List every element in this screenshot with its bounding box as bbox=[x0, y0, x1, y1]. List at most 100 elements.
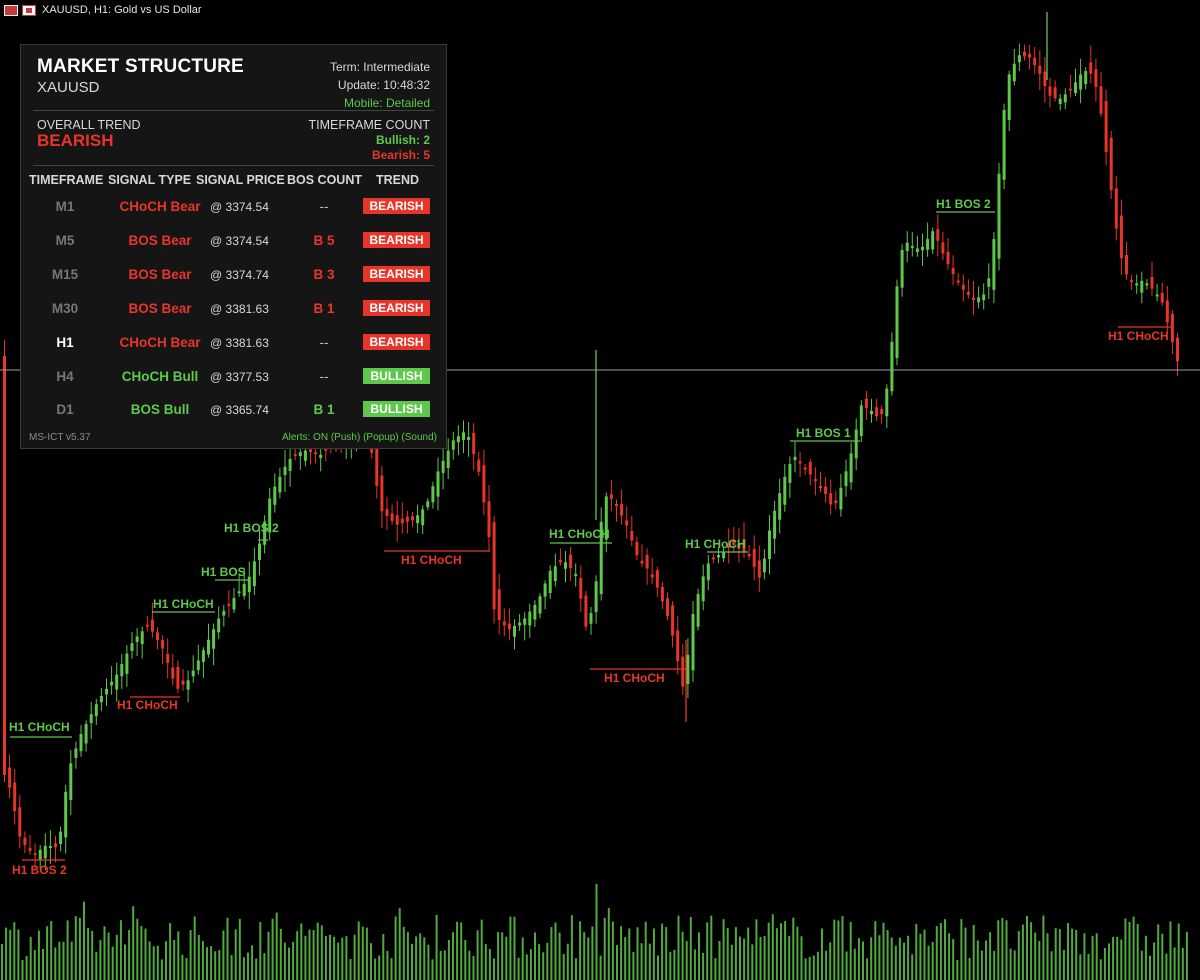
candle-body bbox=[431, 486, 435, 503]
candle-body bbox=[222, 610, 226, 616]
candle-body bbox=[252, 561, 256, 587]
table-row: M30 BOS Bear @ 3381.63 B 1 BEARISH bbox=[21, 298, 446, 320]
row-signal-price: @ 3374.54 bbox=[210, 200, 269, 214]
candle-body bbox=[666, 598, 669, 617]
row-trend-badge: BEARISH bbox=[363, 198, 430, 214]
candle-body bbox=[829, 493, 833, 505]
candle-body bbox=[1017, 55, 1021, 63]
candle-body bbox=[135, 636, 139, 642]
candle-body bbox=[232, 598, 236, 610]
candle-body bbox=[1063, 94, 1067, 103]
candle-body bbox=[482, 465, 486, 503]
candle-body bbox=[426, 501, 430, 508]
candle-body bbox=[513, 626, 516, 637]
structure-label: H1 BOS 2 bbox=[12, 863, 67, 877]
candle-body bbox=[671, 605, 675, 636]
candle-body bbox=[319, 454, 323, 458]
chart-icon bbox=[22, 4, 36, 16]
candle-body bbox=[711, 557, 715, 560]
candle-body bbox=[1170, 313, 1174, 343]
candle-body bbox=[13, 782, 17, 811]
candle-body bbox=[171, 667, 175, 679]
candle-body bbox=[645, 554, 649, 569]
candle-body bbox=[278, 476, 282, 493]
candle-body bbox=[972, 297, 975, 300]
candle-body bbox=[558, 560, 562, 563]
candle-body bbox=[451, 440, 455, 450]
candle-body bbox=[446, 450, 450, 469]
candle-body bbox=[1012, 63, 1016, 82]
candle-body bbox=[676, 630, 680, 661]
window-title-text: XAUUSD, H1: Gold vs US Dollar bbox=[42, 4, 202, 16]
row-bos-count: -- bbox=[319, 199, 329, 214]
table-row: M15 BOS Bear @ 3374.74 B 3 BEARISH bbox=[21, 264, 446, 286]
candle-body bbox=[405, 516, 409, 522]
row-signal-price: @ 3381.63 bbox=[210, 335, 269, 350]
candle-body bbox=[176, 667, 180, 689]
candle-body bbox=[237, 591, 241, 594]
candle-body bbox=[298, 452, 302, 457]
candle-body bbox=[1048, 86, 1052, 96]
candle-body bbox=[650, 574, 654, 578]
candle-body bbox=[1002, 110, 1006, 180]
candle-body bbox=[961, 284, 965, 290]
chart-window-title: XAUUSD, H1: Gold vs US Dollar bbox=[0, 0, 202, 20]
overall-trend-value: BEARISH bbox=[37, 131, 114, 150]
candle-body bbox=[380, 475, 384, 512]
menu-icon[interactable] bbox=[4, 4, 18, 16]
candle-body bbox=[548, 570, 552, 593]
candle-body bbox=[145, 624, 149, 627]
candle-body bbox=[921, 246, 924, 251]
candle-body bbox=[48, 845, 52, 849]
candle-body bbox=[140, 631, 144, 645]
candle-body bbox=[258, 543, 261, 560]
candle-body bbox=[574, 574, 578, 577]
candle-body bbox=[150, 619, 154, 632]
divider bbox=[33, 110, 434, 111]
row-signal-type: CHoCH Bull bbox=[121, 368, 199, 384]
structure-label: H1 BOS 2 bbox=[224, 521, 279, 535]
row-timeframe: H4 bbox=[56, 368, 74, 384]
candle-body bbox=[900, 250, 904, 288]
candle-body bbox=[706, 563, 710, 581]
structure-label: H1 CHoCH bbox=[1108, 329, 1169, 343]
candle-body bbox=[436, 471, 440, 497]
candle-body bbox=[609, 494, 613, 499]
candle-body bbox=[1079, 74, 1083, 90]
candle-body bbox=[1068, 88, 1072, 91]
candle-body bbox=[462, 432, 465, 440]
candle-body bbox=[43, 845, 47, 859]
candle-body bbox=[620, 504, 624, 516]
candle-body bbox=[1135, 283, 1139, 286]
candle-body bbox=[951, 267, 955, 275]
candle-body bbox=[768, 530, 771, 560]
candle-body bbox=[859, 405, 863, 436]
candle-body bbox=[283, 466, 287, 476]
candle-body bbox=[1145, 283, 1149, 286]
candle-body bbox=[686, 654, 690, 685]
candle-body bbox=[105, 688, 108, 695]
candle-body bbox=[926, 239, 930, 250]
candle-body bbox=[309, 449, 312, 453]
candle-body bbox=[1084, 71, 1088, 85]
bullish-count: Bullish: 2 bbox=[375, 133, 430, 147]
candle-body bbox=[212, 629, 216, 649]
candle-body bbox=[844, 471, 848, 487]
candle-body bbox=[1043, 71, 1047, 86]
candle-body bbox=[472, 432, 476, 454]
panel-symbol: XAUUSD bbox=[37, 79, 100, 96]
market-structure-panel: MARKET STRUCTURE XAUUSD Term: Intermedia… bbox=[20, 44, 447, 449]
candle-body bbox=[487, 501, 491, 538]
candle-body bbox=[161, 640, 165, 649]
candle-body bbox=[156, 632, 159, 640]
candle-body bbox=[8, 767, 12, 788]
panel-meta: Term: Intermediate Update: 10:48:32 Mobi… bbox=[330, 58, 430, 112]
candle-body bbox=[773, 510, 777, 539]
candle-body bbox=[89, 714, 93, 724]
candle-body bbox=[273, 486, 277, 505]
candle-body bbox=[268, 498, 272, 533]
candle-body bbox=[783, 476, 787, 505]
candle-body bbox=[793, 456, 797, 461]
structure-label: H1 BOS 1 bbox=[796, 426, 851, 440]
